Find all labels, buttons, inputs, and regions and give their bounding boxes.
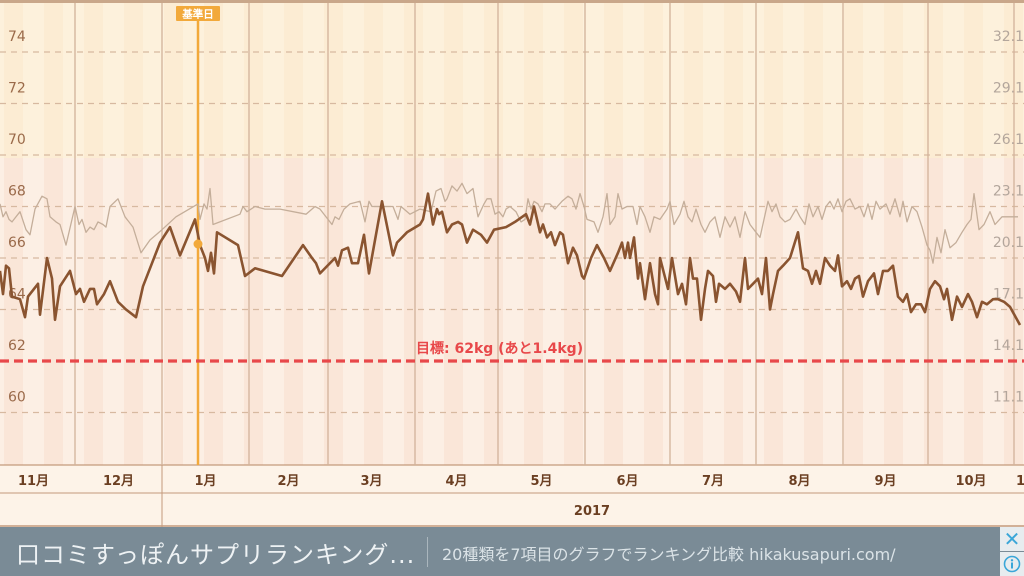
month-label[interactable]: 7月 [702, 474, 724, 489]
y-tick-left: 62 [8, 338, 26, 354]
chart-background [0, 0, 1024, 158]
month-label[interactable]: 8月 [788, 474, 810, 489]
y-tick-left: 60 [8, 390, 26, 406]
month-label[interactable]: 11 [1016, 474, 1024, 489]
horizontal-gridlines [0, 51, 1024, 527]
info-icon [1003, 555, 1021, 573]
reference-day-badge[interactable]: 基準日 [176, 6, 220, 21]
y-tick-left: 68 [8, 184, 26, 200]
month-label[interactable]: 9月 [874, 474, 896, 489]
y-tick-right: 23.1 [993, 184, 1024, 200]
month-label[interactable]: 1月 [194, 474, 216, 489]
y-tick-right: 32.1 [993, 29, 1024, 45]
ad-info-button[interactable] [1000, 552, 1024, 576]
y-tick-right: 14.1 [993, 338, 1024, 354]
y-tick-right: 20.1 [993, 235, 1024, 251]
y-tick-left: 70 [8, 132, 26, 148]
y-tick-left: 74 [8, 29, 26, 45]
y-tick-right: 17.1 [993, 287, 1024, 303]
goal-label: 目標: 62kg (あと1.4kg) [416, 340, 583, 357]
weight-chart[interactable]: 74 72 70 68 66 64 62 60 32.1 29.1 26.1 23.1 20.1 17.… [0, 0, 1024, 527]
month-label[interactable]: 5月 [530, 474, 552, 489]
month-label[interactable]: 4月 [445, 474, 467, 489]
month-label[interactable]: 12月 [103, 474, 134, 489]
month-label[interactable]: 6月 [616, 474, 638, 489]
ad-description[interactable]: 20種類を7項目のグラフでランキング比較 hikakusapuri.com/ [442, 545, 896, 564]
month-label[interactable]: 3月 [360, 474, 382, 489]
y-tick-left: 66 [8, 235, 26, 251]
y-tick-right: 11.1 [993, 390, 1024, 406]
month-label[interactable]: 2月 [277, 474, 299, 489]
right-y-axis-labels: 32.1 29.1 26.1 23.1 20.1 17.1 14.1 11.1 [993, 29, 1024, 406]
y-tick-right: 26.1 [993, 132, 1024, 148]
month-label[interactable]: 10月 [955, 474, 986, 489]
ad-close-button[interactable]: ✕ [1000, 527, 1024, 551]
y-tick-left: 72 [8, 81, 26, 97]
day-stripes [4, 3, 1023, 465]
reference-day-label: 基準日 [181, 8, 214, 21]
weight-line [0, 192, 1022, 326]
body-fat-line [0, 182, 1018, 264]
close-icon: ✕ [1003, 527, 1021, 551]
y-tick-right: 29.1 [993, 81, 1024, 97]
ad-banner[interactable]: 口コミすっぽんサプリランキング... 20種類を7項目のグラフでランキング比較 … [0, 527, 1024, 576]
ad-title[interactable]: 口コミすっぽんサプリランキング... [16, 541, 416, 569]
ad-separator [427, 537, 428, 567]
month-label[interactable]: 11月 [18, 474, 49, 489]
month-gridlines [74, 3, 1015, 527]
month-axis[interactable]: 11月 12月 1月 2月 3月 4月 5月 6月 7月 8月 9月 10月 11 [18, 474, 1024, 489]
year-label: 2017 [574, 504, 610, 519]
data-series [0, 182, 1022, 326]
reference-day-marker [193, 239, 203, 249]
